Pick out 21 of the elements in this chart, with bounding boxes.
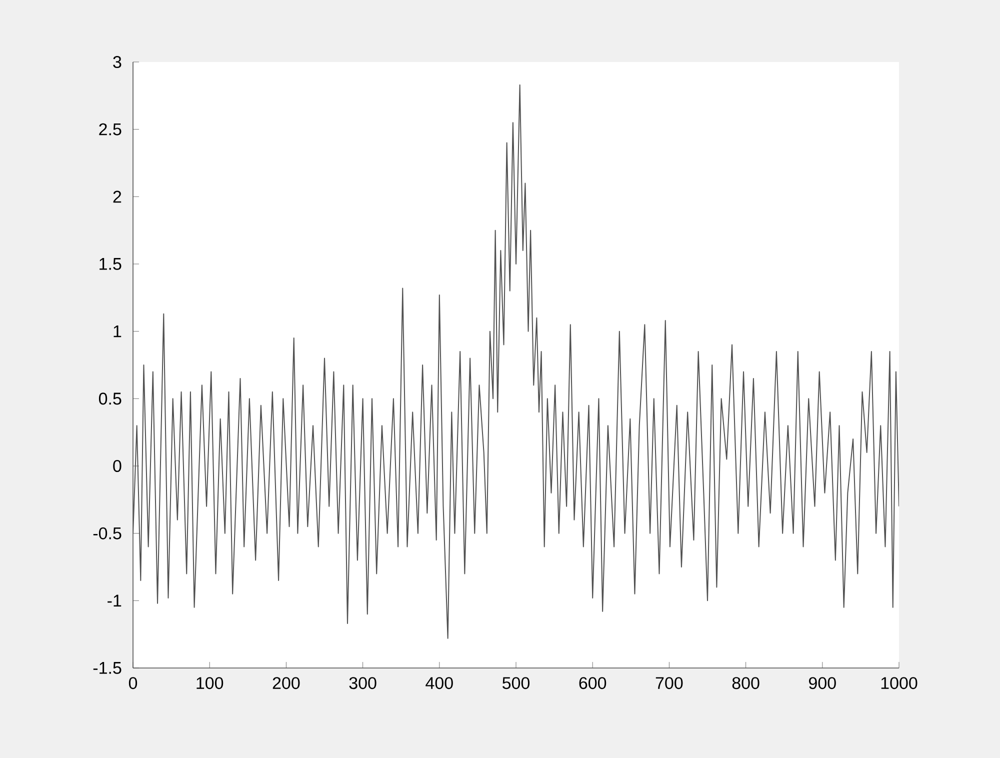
- x-tick-label: 500: [502, 677, 530, 690]
- y-tick-label: -1.5: [93, 662, 122, 674]
- y-tick-label: 3: [113, 56, 122, 68]
- x-tick-label: 0: [128, 677, 138, 690]
- x-tick-label: 200: [272, 677, 300, 690]
- x-tick-label: 400: [426, 677, 453, 690]
- y-tick-label: 0: [113, 460, 122, 472]
- y-tick-label: -1: [108, 594, 122, 606]
- x-tick-label: 100: [196, 677, 224, 690]
- y-tick-label: 1.5: [100, 258, 122, 270]
- x-tick-label: 600: [579, 677, 606, 690]
- y-tick-label: 0.5: [98, 392, 122, 405]
- y-tick-label: -0.5: [93, 527, 122, 540]
- x-tick-label: 900: [809, 677, 836, 690]
- x-tick-label: 700: [656, 677, 683, 690]
- x-tick-label: 300: [349, 677, 376, 690]
- y-tick-label: 2: [113, 190, 122, 203]
- y-tick-label: 2.5: [99, 123, 122, 136]
- x-tick-label: 800: [732, 677, 760, 690]
- x-tick-label: 1000: [881, 677, 918, 690]
- y-tick-label: 1: [114, 325, 122, 338]
